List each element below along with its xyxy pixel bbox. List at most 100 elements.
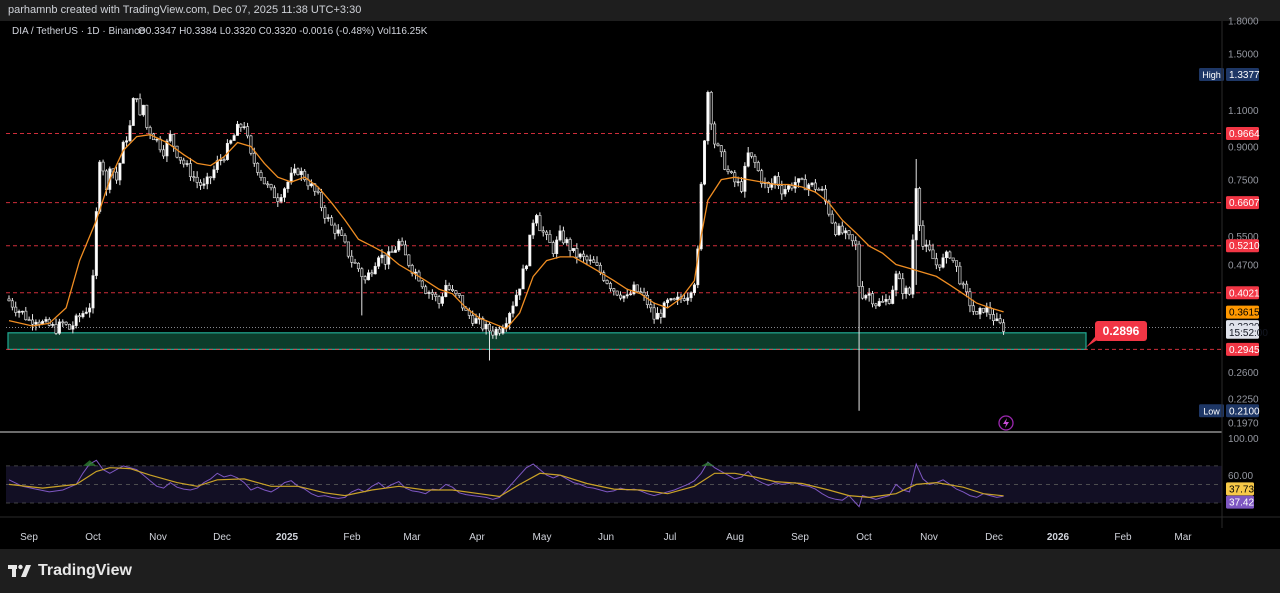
candle[interactable] — [232, 133, 236, 141]
candle[interactable] — [877, 298, 881, 308]
candle[interactable] — [360, 267, 364, 316]
candle[interactable] — [981, 307, 985, 314]
candle[interactable] — [639, 287, 643, 294]
candle[interactable] — [457, 293, 461, 299]
candle[interactable] — [17, 309, 21, 318]
candle[interactable] — [965, 280, 969, 298]
candle[interactable] — [24, 306, 28, 321]
candle[interactable] — [924, 239, 928, 253]
candle[interactable] — [588, 254, 592, 265]
rsi-ma-line[interactable] — [8, 467, 1004, 499]
candle[interactable] — [615, 290, 619, 297]
candle[interactable] — [135, 98, 139, 103]
candle[interactable] — [585, 254, 589, 266]
candle[interactable] — [592, 256, 596, 263]
candle[interactable] — [568, 237, 572, 257]
candle[interactable] — [182, 157, 186, 168]
price-badge-level[interactable]: 0.2945 — [1226, 342, 1260, 356]
candle[interactable] — [162, 145, 166, 159]
candle[interactable] — [141, 104, 145, 117]
candle[interactable] — [387, 246, 391, 270]
candle[interactable] — [235, 120, 239, 136]
candle[interactable] — [985, 302, 989, 317]
candle[interactable] — [528, 234, 532, 267]
candle[interactable] — [148, 125, 152, 140]
candle[interactable] — [669, 297, 673, 302]
candle[interactable] — [958, 262, 962, 286]
candle[interactable] — [437, 294, 441, 309]
candle[interactable] — [733, 170, 737, 188]
candle[interactable] — [199, 179, 203, 190]
candle[interactable] — [309, 179, 313, 188]
candle[interactable] — [14, 301, 18, 317]
candle[interactable] — [783, 184, 787, 197]
candle[interactable] — [864, 294, 868, 301]
candle[interactable] — [440, 292, 444, 307]
candle[interactable] — [400, 237, 404, 246]
candle[interactable] — [175, 145, 179, 159]
candle[interactable] — [10, 298, 14, 311]
candle[interactable] — [276, 193, 280, 207]
candle[interactable] — [484, 319, 488, 335]
price-badge-high[interactable]: 1.3377 High — [1199, 67, 1260, 81]
candle[interactable] — [508, 311, 512, 330]
candle[interactable] — [444, 279, 448, 298]
moving-average-line[interactable] — [8, 134, 1004, 330]
candle[interactable] — [703, 140, 707, 186]
candle[interactable] — [948, 250, 952, 259]
candle[interactable] — [565, 237, 569, 246]
candle[interactable] — [632, 281, 636, 296]
candle[interactable] — [64, 321, 68, 326]
candle[interactable] — [498, 326, 502, 336]
candle[interactable] — [874, 302, 878, 309]
candle[interactable] — [195, 171, 199, 189]
candle[interactable] — [907, 286, 911, 296]
candle[interactable] — [370, 269, 374, 277]
candle[interactable] — [897, 271, 901, 280]
candle[interactable] — [928, 240, 932, 252]
candle[interactable] — [61, 319, 65, 328]
candle[interactable] — [188, 157, 192, 181]
candle[interactable] — [921, 220, 925, 251]
candle[interactable] — [887, 295, 891, 305]
candle[interactable] — [548, 229, 552, 243]
candle[interactable] — [951, 257, 955, 263]
candle[interactable] — [551, 240, 555, 257]
candle[interactable] — [622, 295, 626, 303]
candle[interactable] — [682, 294, 686, 302]
candle[interactable] — [393, 246, 397, 253]
candle[interactable] — [340, 227, 344, 236]
candle[interactable] — [205, 172, 209, 190]
candle[interactable] — [377, 255, 381, 270]
candle[interactable] — [813, 179, 817, 193]
candle[interactable] — [306, 173, 310, 190]
candle[interactable] — [84, 307, 88, 315]
candle[interactable] — [125, 136, 129, 147]
candle[interactable] — [222, 157, 226, 163]
candle[interactable] — [709, 90, 713, 131]
candle[interactable] — [941, 253, 945, 269]
candle[interactable] — [319, 188, 323, 212]
price-axis[interactable]: 1.8000 1.5000 1.1000 0.9000 0.7500 0.5500 0.47… — [1199, 17, 1268, 510]
candle[interactable] — [373, 262, 377, 275]
time-axis[interactable]: Sep Oct Nov Dec 2025 Feb Mar Apr May Jun Jul Aug Sep… — [20, 532, 1192, 543]
candle[interactable] — [820, 186, 824, 192]
alert-icon[interactable] — [998, 415, 1014, 431]
candle[interactable] — [689, 291, 693, 302]
candle[interactable] — [430, 289, 434, 300]
candle[interactable] — [367, 269, 371, 281]
candle[interactable] — [938, 264, 942, 271]
candle[interactable] — [575, 243, 579, 264]
candle[interactable] — [793, 176, 797, 193]
candle[interactable] — [931, 243, 935, 260]
candle[interactable] — [810, 182, 814, 187]
price-badge-level[interactable]: 0.9664 — [1226, 127, 1260, 141]
candle[interactable] — [118, 162, 122, 186]
candle[interactable] — [847, 229, 851, 240]
candle[interactable] — [266, 180, 270, 188]
price-badge-ma[interactable]: 0.3615 — [1226, 305, 1260, 319]
candle[interactable] — [286, 180, 290, 193]
candle[interactable] — [178, 156, 182, 164]
candle[interactable] — [447, 282, 451, 291]
candle[interactable] — [353, 258, 357, 264]
